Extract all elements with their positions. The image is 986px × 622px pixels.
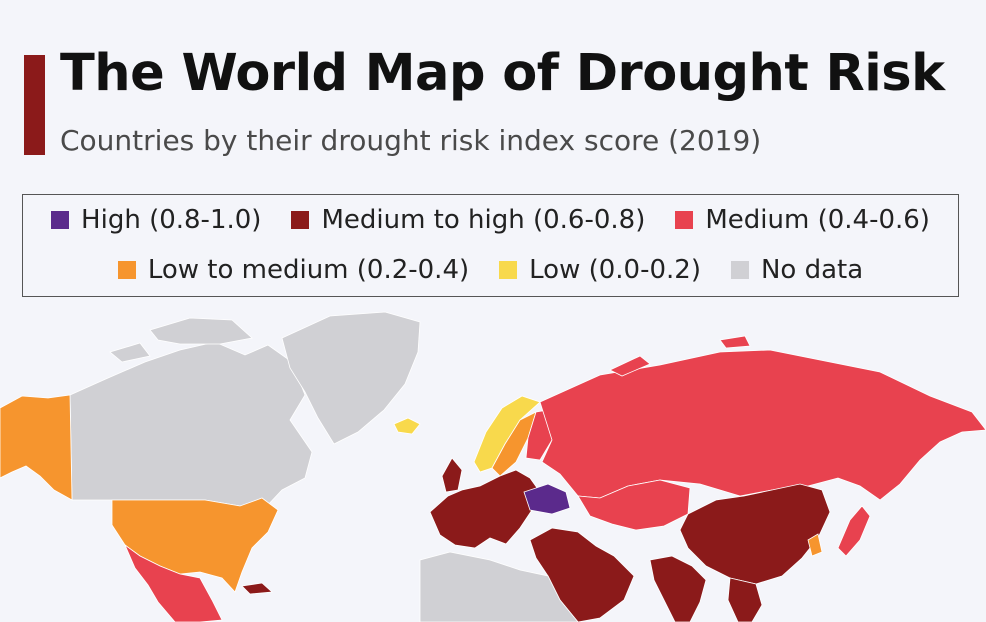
region-norway[interactable] (473, 395, 541, 473)
region-china[interactable] (679, 483, 831, 585)
region-russia[interactable] (719, 335, 751, 349)
region-iceland[interactable] (393, 417, 421, 435)
legend-item-medium-to-high: Medium to high (0.6-0.8) (291, 205, 645, 235)
legend-label-no-data: No data (760, 255, 864, 285)
world-map (0, 311, 986, 622)
legend-item-medium: Medium (0.4-0.6) (675, 205, 930, 235)
region-russia[interactable] (539, 349, 986, 501)
legend-item-low: Low (0.0-0.2) (499, 255, 701, 285)
legend-swatch-no-data (730, 261, 749, 279)
legend-row: High (0.8-1.0) Medium to high (0.6-0.8) … (23, 205, 958, 235)
legend-swatch-low (499, 261, 518, 279)
legend-row: Low to medium (0.2-0.4) Low (0.0-0.2) No… (23, 255, 958, 285)
region-india[interactable] (649, 555, 707, 622)
page-title: The World Map of Drought Risk (60, 44, 945, 103)
title-accent-bar (24, 55, 45, 155)
region-korea[interactable] (807, 533, 823, 557)
legend: High (0.8-1.0) Medium to high (0.6-0.8) … (22, 194, 959, 297)
region-canada[interactable] (109, 342, 151, 363)
legend-label-medium-to-high: Medium to high (0.6-0.8) (321, 205, 646, 235)
legend-label-low-to-medium: Low to medium (0.2-0.4) (147, 255, 470, 285)
legend-label-medium: Medium (0.4-0.6) (705, 205, 930, 235)
region-canada[interactable] (69, 341, 313, 509)
region-greenland[interactable] (281, 311, 421, 445)
legend-swatch-medium (675, 211, 694, 229)
region-ukraine[interactable] (523, 483, 571, 515)
legend-item-no-data: No data (730, 255, 864, 285)
page-subtitle: Countries by their drought risk index sc… (60, 124, 762, 157)
legend-swatch-medium-to-high (291, 211, 310, 229)
region-canada[interactable] (149, 317, 253, 345)
region-uk[interactable] (441, 457, 463, 493)
region-alaska[interactable] (0, 394, 73, 501)
region-mexico[interactable] (124, 543, 223, 622)
legend-item-low-to-medium: Low to medium (0.2-0.4) (117, 255, 470, 285)
legend-swatch-low-to-medium (117, 261, 136, 279)
legend-label-low: Low (0.0-0.2) (529, 255, 701, 285)
legend-item-high: High (0.8-1.0) (51, 205, 261, 235)
region-cuba[interactable] (241, 582, 273, 595)
region-russia[interactable] (609, 355, 651, 377)
legend-label-high: High (0.8-1.0) (81, 205, 262, 235)
region-japan[interactable] (837, 505, 871, 557)
legend-swatch-high (51, 211, 70, 229)
region-southeast-asia[interactable] (727, 577, 763, 622)
region-north-africa[interactable] (419, 551, 579, 622)
